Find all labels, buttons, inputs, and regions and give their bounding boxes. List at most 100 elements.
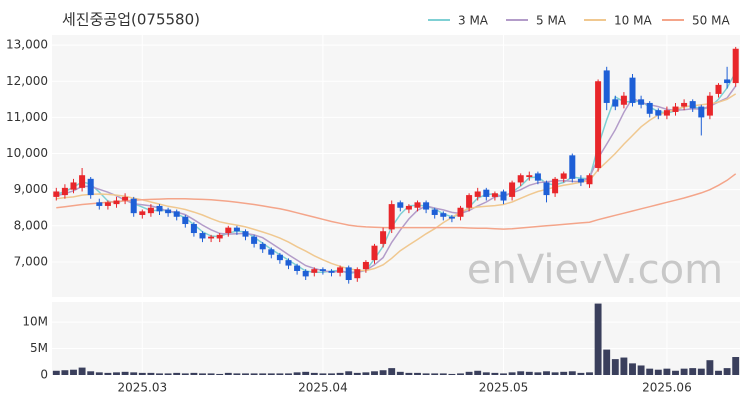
- volume-bar: [181, 373, 189, 375]
- volume-bar: [345, 371, 353, 375]
- volume-bar: [500, 373, 507, 375]
- candle-body: [345, 267, 352, 281]
- x-tick-label: 2025.04: [298, 381, 348, 395]
- candle-body: [457, 207, 464, 217]
- volume-bar: [233, 373, 241, 375]
- candle-body: [79, 175, 86, 188]
- candle-body: [156, 205, 163, 212]
- volume-bar: [242, 373, 249, 375]
- volume-bar: [672, 370, 679, 375]
- volume-bar: [654, 369, 662, 375]
- watermark: enVievV.com: [467, 247, 723, 293]
- candle-body: [586, 175, 593, 185]
- y-tick-label: 5M: [30, 341, 48, 355]
- candle-body: [139, 211, 146, 215]
- volume-bar: [302, 371, 310, 375]
- candle-body: [199, 233, 206, 239]
- volume-bar: [276, 373, 284, 375]
- candle-body: [655, 110, 662, 116]
- volume-bar: [250, 373, 258, 375]
- volume-bar: [431, 373, 439, 375]
- volume-bar: [603, 349, 611, 375]
- volume-bar: [104, 372, 112, 375]
- ma-line: [56, 173, 737, 230]
- candle-body: [70, 182, 77, 190]
- volume-bar: [293, 372, 301, 375]
- candle-body: [122, 196, 129, 201]
- candle-body: [698, 106, 705, 118]
- candle-body: [560, 173, 567, 179]
- candle-body: [371, 245, 378, 261]
- volume-bar: [216, 373, 224, 375]
- candle-body: [448, 216, 455, 219]
- candle-body: [414, 202, 421, 208]
- candle-body: [53, 191, 60, 197]
- candle-body: [500, 191, 507, 201]
- legend-label: 5 MA: [536, 14, 567, 28]
- candle-body: [620, 95, 627, 105]
- candle-body: [354, 269, 361, 279]
- candle-body: [603, 70, 610, 103]
- candle-body: [190, 224, 197, 234]
- volume-bar: [199, 373, 206, 375]
- chart-title: 세진중공업(075580): [62, 11, 200, 29]
- volume-bar: [310, 372, 318, 375]
- candle-body: [87, 178, 94, 196]
- candle-body: [423, 202, 430, 210]
- volume-bar: [130, 372, 138, 375]
- volume-bar: [534, 372, 542, 375]
- candle-body: [474, 191, 481, 197]
- volume-bar: [414, 372, 421, 375]
- candle-body: [294, 265, 301, 271]
- candle-body: [311, 269, 318, 273]
- volume-bar: [577, 372, 585, 375]
- candle-body: [251, 236, 258, 244]
- y-tick-label: 7,000: [14, 254, 48, 268]
- candle-body: [397, 202, 404, 208]
- volume-bar: [723, 368, 731, 375]
- candle-body: [543, 182, 550, 196]
- volume-bar: [371, 371, 378, 375]
- candle-body: [724, 79, 731, 84]
- volume-bar: [121, 371, 129, 375]
- volume-bar: [620, 357, 628, 375]
- volume-bar: [439, 373, 447, 375]
- volume-bar: [637, 365, 645, 375]
- volume-bar: [388, 368, 396, 375]
- volume-bar: [594, 303, 602, 375]
- y-tick-label: 12,000: [6, 74, 48, 88]
- volume-bar: [267, 373, 275, 375]
- candle-body: [663, 110, 670, 116]
- plot-area: [52, 302, 740, 375]
- candle-body: [276, 254, 283, 261]
- volume-bar: [543, 371, 550, 375]
- candle-body: [285, 260, 292, 266]
- volume-bar: [491, 372, 499, 375]
- candle-body: [113, 200, 120, 205]
- candle-body: [440, 213, 447, 217]
- volume-bar: [52, 370, 60, 375]
- candle-body: [173, 211, 180, 217]
- y-tick-label: 0: [40, 368, 48, 382]
- volume-bar: [328, 373, 335, 375]
- candle-body: [706, 95, 713, 116]
- candle-body: [96, 202, 103, 206]
- volume-bar: [697, 368, 705, 375]
- candle-body: [268, 249, 275, 255]
- candle-body: [612, 99, 619, 107]
- volume-bar: [680, 368, 688, 375]
- volume-bar: [113, 372, 120, 375]
- volume-bar: [190, 372, 198, 375]
- volume-bar: [448, 373, 456, 375]
- volume-bar: [586, 372, 593, 375]
- volume-bar: [706, 360, 714, 375]
- plot-area: [52, 35, 740, 297]
- volume-bar: [405, 372, 413, 375]
- candle-body: [216, 234, 223, 239]
- candle-body: [715, 84, 722, 94]
- candle-body: [405, 205, 412, 210]
- volume-bar: [560, 371, 568, 375]
- y-tick-label: 8,000: [14, 218, 48, 232]
- x-tick-label: 2025.05: [479, 381, 529, 395]
- volume-bar: [689, 368, 697, 375]
